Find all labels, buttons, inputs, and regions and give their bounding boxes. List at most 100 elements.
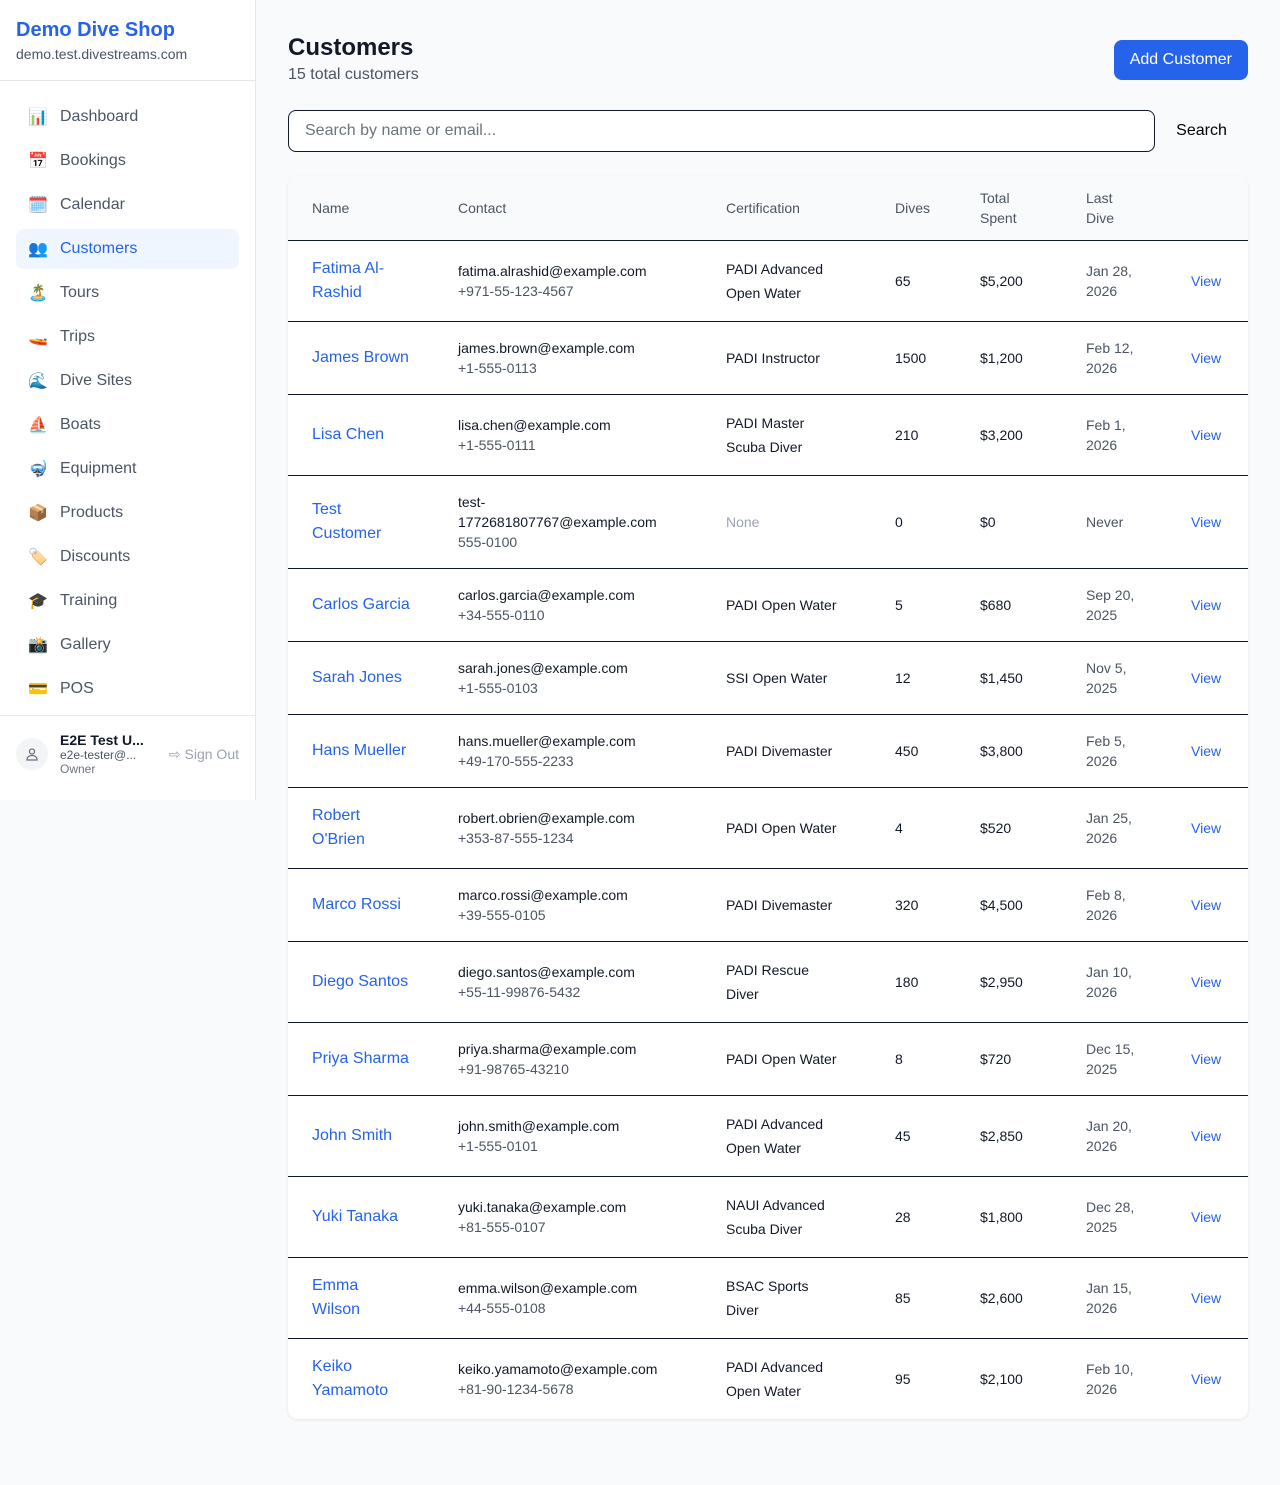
sidebar-item-equipment[interactable]: 🤿 Equipment: [16, 449, 239, 489]
header-contact: Contact: [458, 176, 726, 241]
view-customer-link[interactable]: View: [1191, 1370, 1222, 1387]
add-customer-button[interactable]: Add Customer: [1113, 40, 1248, 80]
sidebar-item-trips[interactable]: 🚤 Trips: [16, 317, 239, 357]
customer-name-link[interactable]: Priya Sharma: [312, 1049, 409, 1067]
table-row: Diego Santos diego.santos@example.com +55…: [288, 941, 1248, 1023]
customer-email: carlos.garcia@example.com: [458, 586, 635, 603]
customer-name-link[interactable]: Yuki Tanaka: [312, 1207, 398, 1225]
view-customer-link[interactable]: View: [1191, 742, 1222, 759]
search-button[interactable]: Search: [1155, 122, 1248, 140]
table-row: Hans Mueller hans.mueller@example.com +49…: [288, 714, 1248, 788]
view-customer-link[interactable]: View: [1191, 896, 1222, 913]
sidebar-item-products[interactable]: 📦 Products: [16, 493, 239, 533]
diving-mask-icon: 🤿: [28, 461, 48, 478]
view-customer-link[interactable]: View: [1191, 669, 1222, 686]
customer-name-link[interactable]: Robert O'Brien: [312, 806, 365, 848]
customer-name-link[interactable]: James Brown: [312, 348, 409, 366]
customer-certification: BSAC Sports Diver: [726, 1257, 895, 1339]
customer-name-link[interactable]: Sarah Jones: [312, 668, 402, 686]
view-customer-link[interactable]: View: [1191, 1289, 1222, 1306]
customer-last-dive: Nov 5, 2025: [1086, 641, 1191, 715]
customer-total-spent: $3,200: [980, 394, 1086, 476]
sidebar-item-training[interactable]: 🎓 Training: [16, 581, 239, 621]
table-row: John Smith john.smith@example.com +1-555-…: [288, 1095, 1248, 1177]
header-last-dive: Last Dive: [1086, 176, 1191, 241]
view-customer-link[interactable]: View: [1191, 513, 1222, 530]
customer-name-link[interactable]: John Smith: [312, 1126, 393, 1144]
camera-icon: 📸: [28, 637, 48, 654]
sidebar-item-label: POS: [60, 680, 94, 697]
customer-email: james.brown@example.com: [458, 339, 635, 356]
sidebar-item-label: Equipment: [60, 460, 137, 477]
view-customer-link[interactable]: View: [1191, 819, 1222, 836]
customer-name-link[interactable]: Test Customer: [312, 500, 382, 542]
sidebar-item-dashboard[interactable]: 📊 Dashboard: [16, 97, 239, 137]
customer-name-link[interactable]: Marco Rossi: [312, 895, 401, 913]
customer-dives: 210: [895, 394, 980, 476]
view-customer-link[interactable]: View: [1191, 272, 1222, 289]
sidebar-item-tours[interactable]: 🏝️ Tours: [16, 273, 239, 313]
sidebar-item-bookings[interactable]: 📅 Bookings: [16, 141, 239, 181]
user-email: e2e-tester@...: [60, 748, 137, 762]
view-customer-link[interactable]: View: [1191, 1127, 1222, 1144]
graduation-cap-icon: 🎓: [28, 593, 48, 610]
sidebar-item-label: Trips: [60, 328, 95, 345]
brand: Demo Dive Shop demo.test.divestreams.com: [0, 0, 255, 81]
sidebar-item-label: Customers: [60, 240, 138, 257]
customer-name-link[interactable]: Carlos Garcia: [312, 595, 410, 613]
customer-total-spent: $2,950: [980, 941, 1086, 1023]
customer-phone: +55-11-99876-5432: [458, 983, 581, 1000]
table-row: Priya Sharma priya.sharma@example.com +91…: [288, 1022, 1248, 1096]
sidebar-item-customers[interactable]: 👥 Customers: [16, 229, 239, 269]
sidebar-item-calendar[interactable]: 🗓️ Calendar: [16, 185, 239, 225]
customer-name-link[interactable]: Emma Wilson: [312, 1276, 361, 1318]
search-input[interactable]: [288, 110, 1155, 152]
view-customer-link[interactable]: View: [1191, 596, 1222, 613]
view-customer-link[interactable]: View: [1191, 349, 1222, 366]
customer-name-link[interactable]: Lisa Chen: [312, 425, 385, 443]
sidebar-item-label: Gallery: [60, 636, 111, 653]
sign-out-button[interactable]: ⇨ Sign Out: [169, 746, 239, 763]
header-actions: [1191, 176, 1248, 241]
customer-total-spent: $1,800: [980, 1176, 1086, 1258]
customer-email: keiko.yamamoto@example.com: [458, 1360, 658, 1377]
view-customer-link[interactable]: View: [1191, 973, 1222, 990]
customer-phone: +81-90-1234-5678: [458, 1380, 574, 1397]
wave-icon: 🌊: [28, 373, 48, 390]
customer-total-spent: $680: [980, 568, 1086, 642]
customer-certification: PADI Open Water: [726, 1022, 895, 1096]
customers-table: Name Contact Certification Dives Total S…: [288, 176, 1248, 1419]
customer-certification: PADI Divemaster: [726, 714, 895, 788]
shop-name[interactable]: Demo Dive Shop: [16, 19, 175, 41]
customer-dives: 85: [895, 1257, 980, 1339]
customer-name-link[interactable]: Fatima Al-Rashid: [312, 259, 385, 301]
customer-name-link[interactable]: Hans Mueller: [312, 741, 407, 759]
user-avatar-icon: [16, 738, 48, 770]
island-icon: 🏝️: [28, 285, 48, 302]
customer-email: robert.obrien@example.com: [458, 809, 635, 826]
table-row: Keiko Yamamoto keiko.yamamoto@example.co…: [288, 1338, 1248, 1419]
customer-certification: PADI Open Water: [726, 787, 895, 869]
people-icon: 👥: [28, 241, 48, 258]
customer-dives: 28: [895, 1176, 980, 1258]
sidebar-item-pos[interactable]: 💳 POS: [16, 669, 239, 709]
customer-total-spent: $520: [980, 787, 1086, 869]
customer-name-link[interactable]: Diego Santos: [312, 972, 409, 990]
customer-total-spent: $3,800: [980, 714, 1086, 788]
table-row: Fatima Al-Rashid fatima.alrashid@example…: [288, 240, 1248, 322]
customer-email: sarah.jones@example.com: [458, 659, 628, 676]
view-customer-link[interactable]: View: [1191, 1050, 1222, 1067]
sidebar-item-dive-sites[interactable]: 🌊 Dive Sites: [16, 361, 239, 401]
view-customer-link[interactable]: View: [1191, 426, 1222, 443]
shop-domain: demo.test.divestreams.com: [16, 46, 188, 62]
customer-dives: 180: [895, 941, 980, 1023]
customer-certification: NAUI Advanced Scuba Diver: [726, 1176, 895, 1258]
customer-total-spent: $0: [980, 475, 1086, 569]
sidebar-item-boats[interactable]: ⛵ Boats: [16, 405, 239, 445]
table-row: Yuki Tanaka yuki.tanaka@example.com +81-5…: [288, 1176, 1248, 1258]
sidebar-item-gallery[interactable]: 📸 Gallery: [16, 625, 239, 665]
sidebar-item-discounts[interactable]: 🏷️ Discounts: [16, 537, 239, 577]
sidebar: Demo Dive Shop demo.test.divestreams.com…: [0, 0, 256, 800]
view-customer-link[interactable]: View: [1191, 1208, 1222, 1225]
customer-name-link[interactable]: Keiko Yamamoto: [312, 1357, 389, 1399]
